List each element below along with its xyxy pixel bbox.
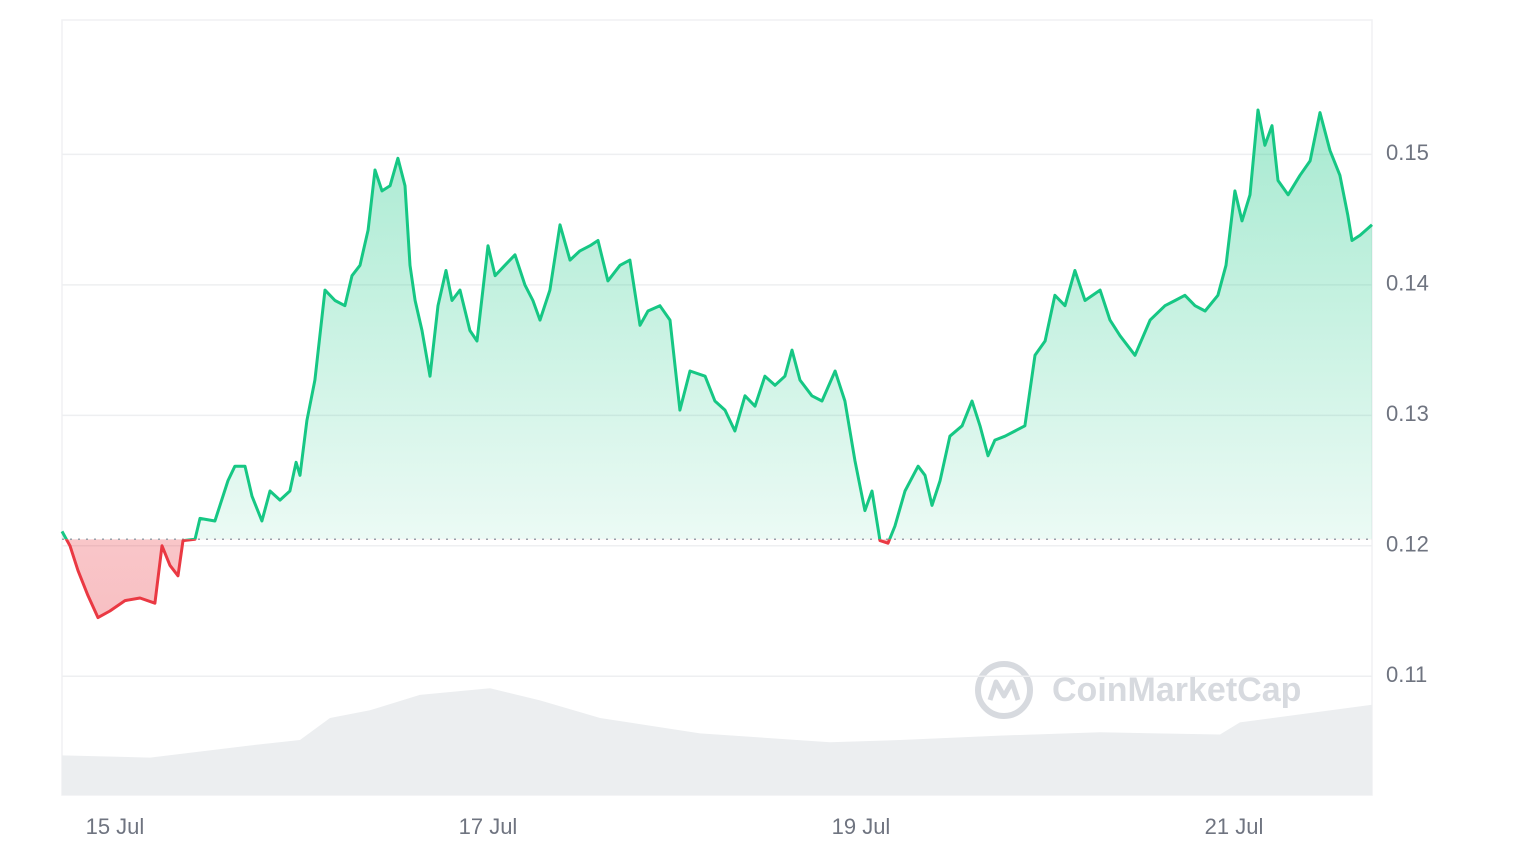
x-tick-label: 17 Jul <box>459 814 518 839</box>
watermark-text: CoinMarketCap <box>1052 671 1301 709</box>
y-tick-label: 0.15 <box>1386 140 1429 165</box>
y-tick-label: 0.14 <box>1386 271 1429 296</box>
x-tick-label: 21 Jul <box>1205 814 1264 839</box>
volume-area <box>62 688 1372 795</box>
y-tick-label: 0.13 <box>1386 401 1429 426</box>
watermark-logo-mark <box>987 679 1021 701</box>
y-tick-label: 0.11 <box>1386 662 1427 687</box>
x-tick-label: 15 Jul <box>86 814 145 839</box>
x-tick-label: 19 Jul <box>832 814 891 839</box>
y-tick-label: 0.12 <box>1386 532 1429 557</box>
watermark-logo <box>975 661 1033 719</box>
watermark: CoinMarketCap <box>975 661 1301 719</box>
area-down <box>66 539 890 618</box>
area-up <box>62 110 1372 540</box>
price-line-up <box>60 108 1373 540</box>
